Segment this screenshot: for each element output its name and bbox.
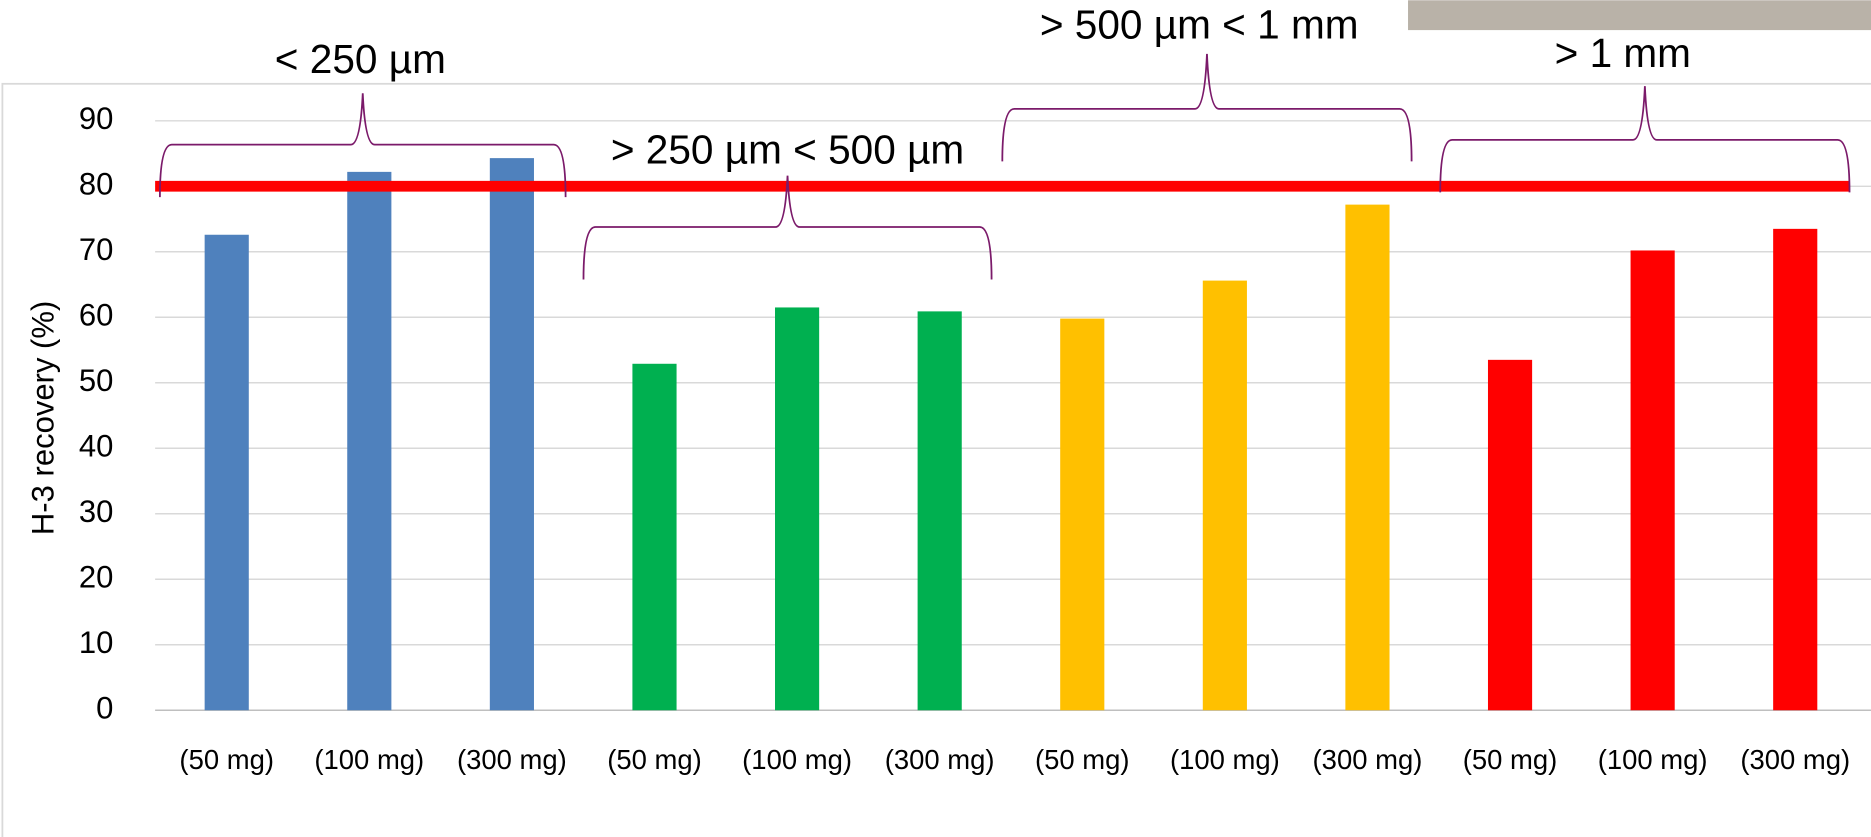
y-tick-label: 20: [79, 559, 114, 594]
group-label: > 250 µm < 500 µm: [611, 127, 964, 173]
y-tick-label: 90: [79, 101, 114, 136]
bar: [1487, 359, 1533, 711]
bar: [489, 158, 534, 711]
y-tick-label: 80: [79, 166, 114, 201]
y-tick-label: 0: [96, 690, 113, 725]
group-bracket: [582, 175, 993, 280]
bar: [632, 363, 677, 711]
x-tick-label: (300 mg): [457, 744, 567, 775]
x-tick-label: (100 mg): [1598, 744, 1708, 775]
y-tick-label: 70: [79, 232, 114, 267]
bar: [1345, 204, 1390, 711]
y-tick-label: 50: [79, 363, 114, 398]
y-tick-label: 60: [79, 297, 114, 332]
y-tick-label: 10: [79, 625, 114, 660]
x-tick-label: (100 mg): [1170, 744, 1280, 775]
y-tick-label: 40: [79, 428, 114, 463]
x-tick-label: (50 mg): [179, 744, 274, 775]
x-tick-label: (50 mg): [607, 744, 702, 775]
y-tick-label: 30: [79, 494, 114, 529]
x-tick-label: (100 mg): [742, 744, 852, 775]
bar: [1202, 280, 1247, 711]
bar: [1060, 318, 1105, 711]
group-label: > 1 mm: [1555, 30, 1691, 76]
x-tick-label: (300 mg): [885, 744, 995, 775]
bar: [1773, 228, 1818, 711]
photo: [1408, 0, 1871, 31]
bar: [204, 234, 249, 711]
x-tick-label: (300 mg): [1740, 744, 1850, 775]
y-axis-label: H-3 recovery (%): [26, 301, 61, 535]
group-bracket: [158, 93, 567, 198]
bar: [1630, 250, 1675, 711]
bar: [775, 307, 820, 711]
bar: [347, 171, 392, 711]
bar: [917, 311, 962, 711]
x-tick-label: (50 mg): [1035, 744, 1130, 775]
group-bracket: [1439, 86, 1851, 193]
chart-frame: [1, 82, 1871, 837]
group-bracket: [1001, 53, 1413, 162]
x-tick-label: (300 mg): [1313, 744, 1423, 775]
x-tick-label: (50 mg): [1463, 744, 1558, 775]
group-label: > 500 µm < 1 mm: [1040, 1, 1359, 47]
group-label: < 250 µm: [275, 36, 446, 82]
x-tick-label: (100 mg): [314, 744, 424, 775]
